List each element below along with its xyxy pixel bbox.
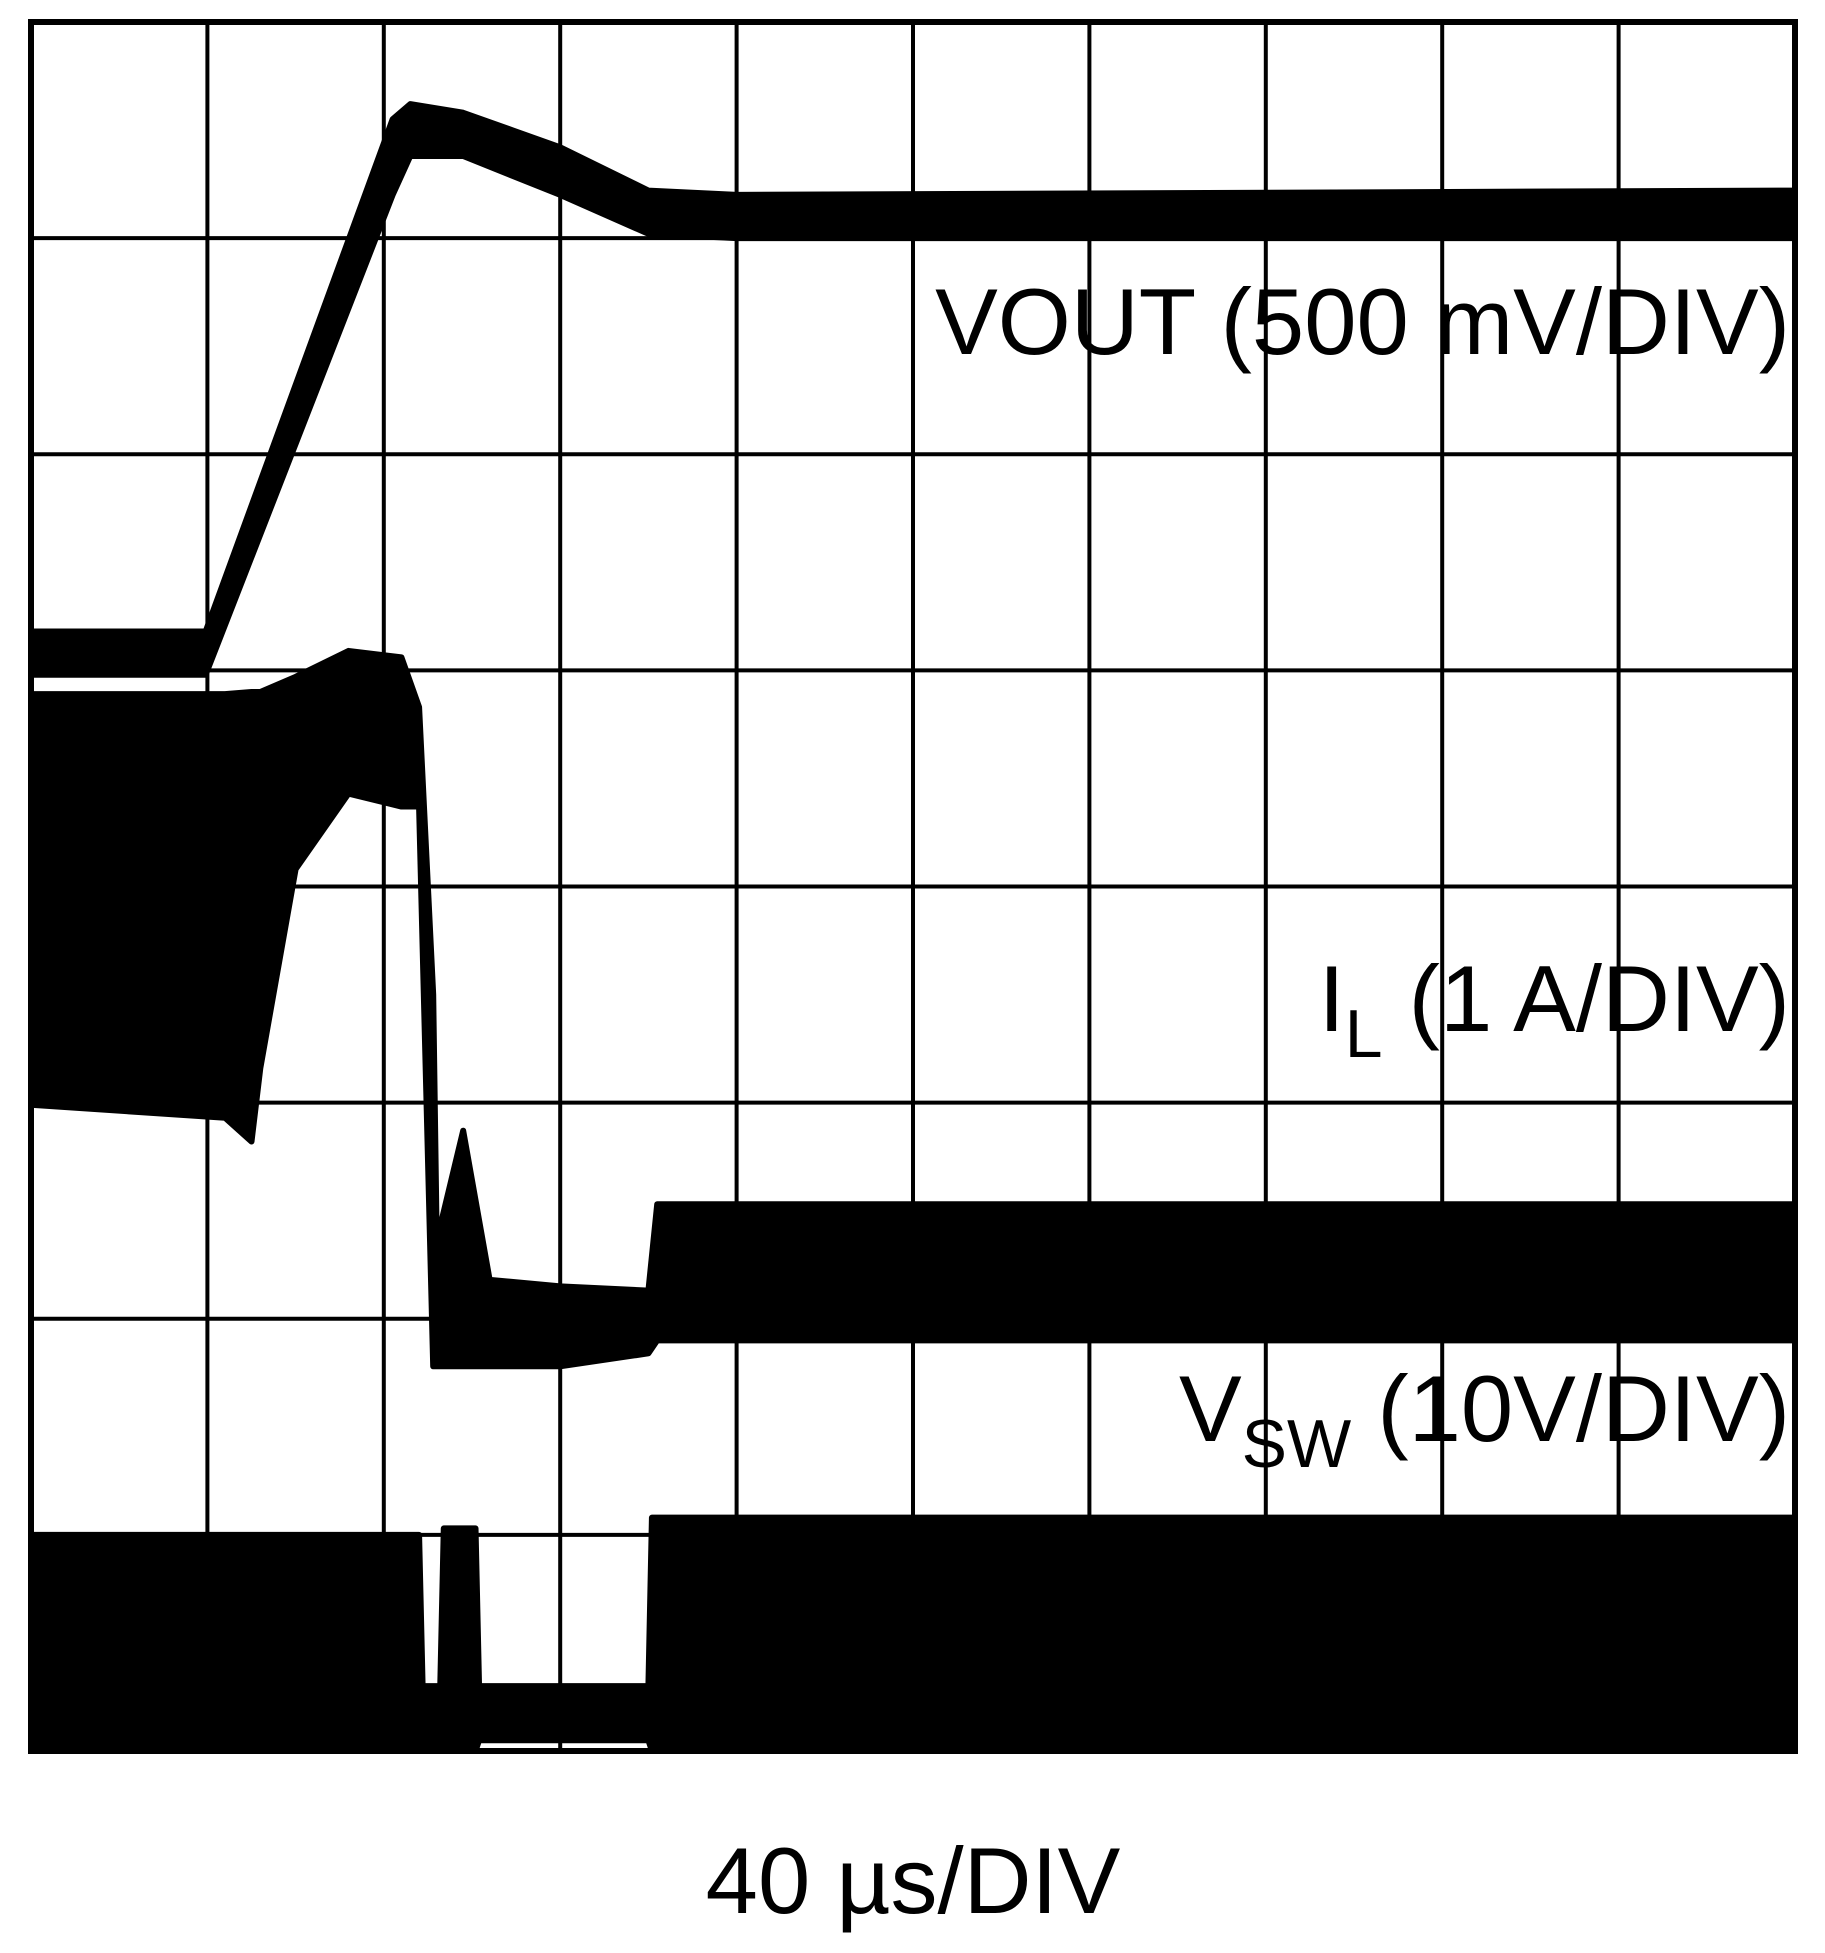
trace-label: VOUT (500 mV/DIV) [935,269,1790,374]
plot-frame [28,19,1798,1754]
trace-label-sub: L [1345,996,1383,1072]
labels: VOUT (500 mV/DIV) IL (1 A/DIV) VSW (10V/DI… [935,269,1790,1482]
trace-label: IL (1 A/DIV) [1319,946,1790,1072]
trace-label: VSW (10V/DIV) [1179,1356,1790,1482]
trace-band [28,1514,1798,1754]
traces [28,101,1798,1754]
trace-label-sub: SW [1242,1406,1352,1482]
trace-label-text: VOUT (500 mV/DIV) [935,269,1790,374]
trace-label-text: V [1179,1356,1242,1461]
x-label: 40 µs/DIV [706,1828,1121,1933]
trace-label-text: I [1319,946,1345,1051]
trace-label-rest: (1 A/DIV) [1383,946,1790,1051]
trace-label-rest: (10V/DIV) [1351,1356,1790,1461]
